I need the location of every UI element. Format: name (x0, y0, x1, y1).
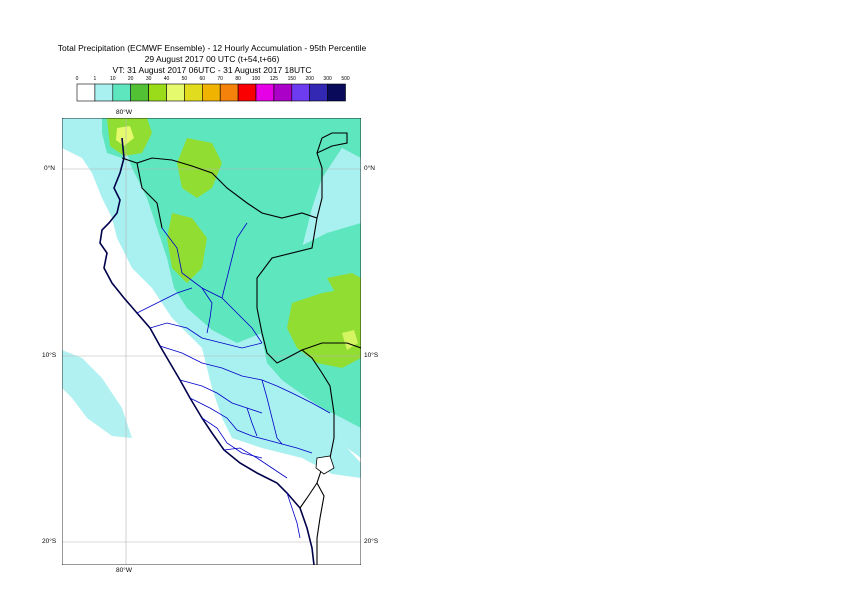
coastline (99, 137, 315, 566)
legend-tick-label: 1 (93, 76, 97, 82)
legend-tick-label: 50 (181, 76, 188, 82)
legend-tick-label: 30 (145, 76, 152, 82)
legend-tick-label: 100 (251, 76, 261, 82)
legend-swatch (309, 83, 328, 102)
legend-swatch (273, 83, 293, 102)
legend-tick-label: 20 (127, 76, 134, 82)
legend-swatch (202, 83, 221, 102)
legend-swatch (166, 83, 185, 102)
lat-label-10-left: 10°S (42, 352, 57, 359)
lat-label-0-right: 0°N (364, 165, 375, 172)
lat-label-10-right: 10°S (364, 352, 379, 359)
title-line-1: Total Precipitation (ECMWF Ensemble) - 1… (57, 43, 367, 53)
legend-swatch (94, 83, 114, 102)
legend-tick-label: 300 (323, 76, 332, 82)
lon-label-top: 80°W (116, 109, 132, 116)
legend-tick-label: 125 (269, 76, 279, 82)
lat-label-20-right: 20°S (364, 538, 379, 545)
legend-swatch (255, 83, 275, 102)
legend-swatch (76, 83, 96, 102)
legend-tick-label: 500 (341, 76, 350, 82)
legend-tick-label: 70 (217, 76, 223, 82)
legend-swatch (130, 83, 149, 102)
legend-tick-label: 0 (75, 76, 79, 82)
precip-green (107, 118, 361, 368)
precipitation-map (61, 117, 362, 566)
title-line-2: 29 August 2017 00 UTC (t+54,t+66) (144, 54, 280, 64)
legend-swatch (291, 83, 310, 102)
legend-swatch (327, 83, 346, 102)
legend-tick-label: 10 (110, 76, 116, 82)
legend-tick-label: 40 (163, 76, 170, 82)
legend-tick-label: 150 (287, 76, 296, 82)
legend-tick-label: 60 (199, 76, 206, 82)
legend-tick-label: 200 (305, 76, 314, 82)
lat-label-0-left: 0°N (44, 165, 55, 172)
lat-label-20-left: 20°S (42, 538, 57, 545)
regional-borders (136, 222, 331, 539)
lon-label-bottom: 80°W (116, 567, 132, 574)
title-line-3: VT: 31 August 2017 06UTC - 31 August 201… (112, 65, 312, 75)
legend-swatch (148, 83, 167, 102)
legend-swatch (219, 83, 239, 102)
lake-titicaca (315, 455, 335, 475)
legend-tick-label: 80 (235, 76, 241, 82)
legend-swatch (237, 83, 257, 102)
legend-swatch (112, 83, 132, 102)
map-canvas (61, 117, 362, 566)
legend-swatch (184, 83, 203, 102)
